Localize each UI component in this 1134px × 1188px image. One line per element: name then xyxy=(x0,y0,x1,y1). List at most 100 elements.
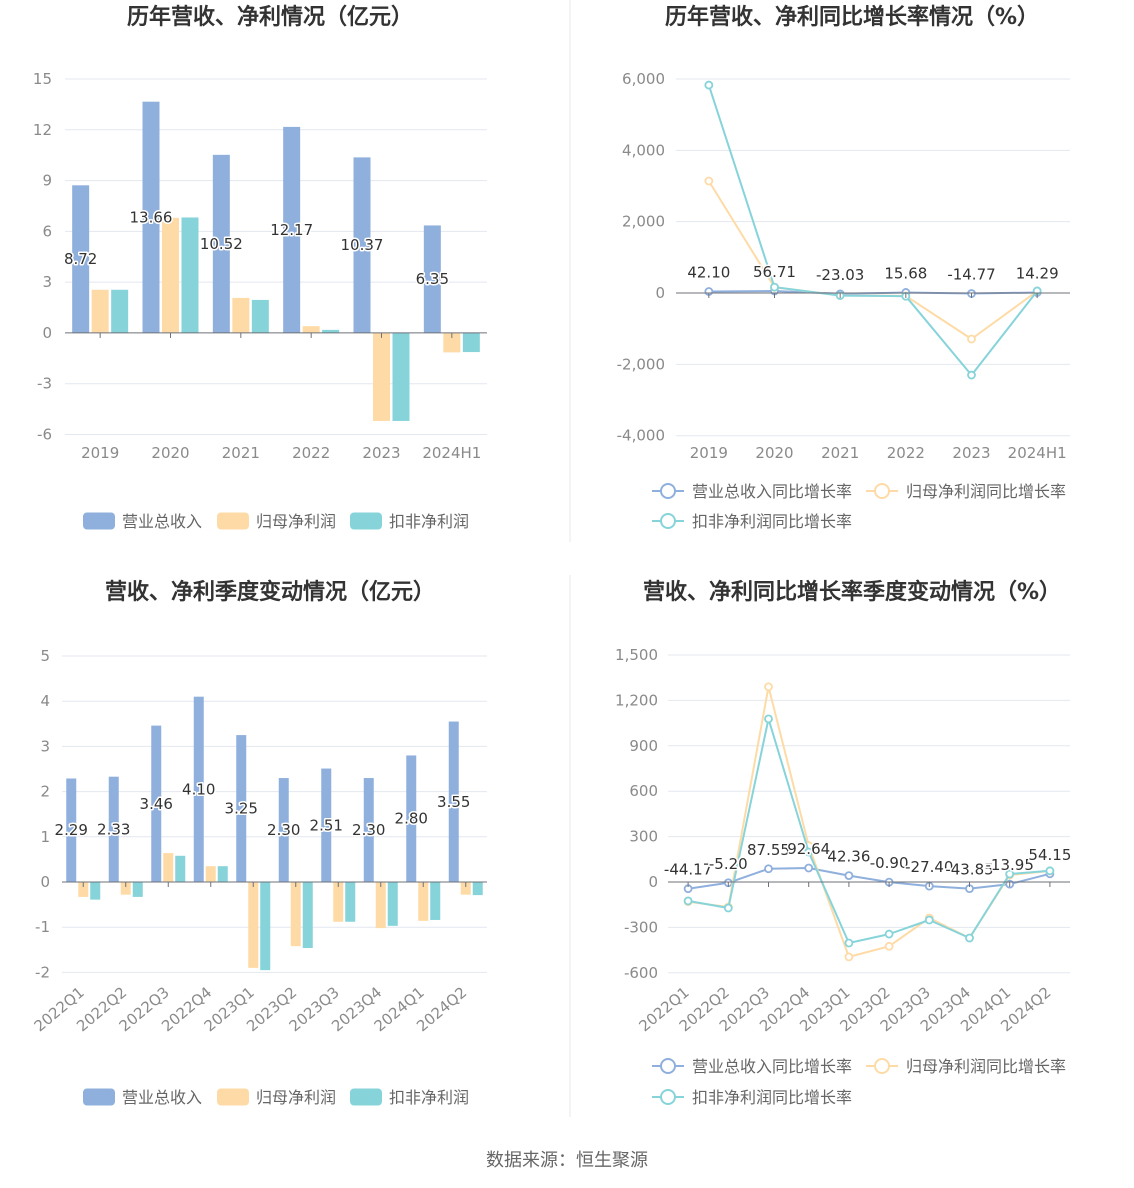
legend-swatch xyxy=(83,512,115,530)
line-parent-net-profit xyxy=(687,685,1050,958)
point-parent-net-profit xyxy=(844,952,854,962)
y-tick-label: 600 xyxy=(629,782,658,800)
data-label: 14.29 xyxy=(1016,265,1059,283)
bar-parent-net-profit xyxy=(460,882,471,895)
legend-item-revenue[interactable]: 营业总收入 xyxy=(83,1088,202,1107)
y-tick-label: 0 xyxy=(655,284,665,302)
legend-label: 扣非净利润同比增长率 xyxy=(692,512,852,531)
legend-label: 归母净利润同比增长率 xyxy=(906,482,1066,501)
y-tick-label: 1,200 xyxy=(615,691,658,709)
y-tick-label: 12 xyxy=(33,121,52,139)
data-label: 2.80 xyxy=(395,810,428,828)
bar-parent-net-profit xyxy=(373,332,390,421)
bar-parent-net-profit xyxy=(333,882,344,922)
x-tick-label: 2020 xyxy=(151,444,189,462)
point-deducted-net-profit xyxy=(804,847,814,857)
bar-parent-net-profit xyxy=(248,882,259,968)
line-deducted-net-profit xyxy=(707,84,1038,377)
data-label: -13.95 xyxy=(986,856,1034,874)
bar-revenue xyxy=(406,755,417,882)
bar-parent-net-profit xyxy=(375,882,386,929)
y-tick-label: 300 xyxy=(629,828,658,846)
legend-label: 归母净利润同比增长率 xyxy=(906,1057,1066,1076)
bar-revenue xyxy=(66,778,77,882)
bar-revenue xyxy=(151,725,162,882)
legend-item-deducted-net-profit[interactable]: 扣非净利润同比增长率 xyxy=(652,512,852,531)
data-label: 3.55 xyxy=(437,793,470,811)
bar-revenue xyxy=(283,126,301,333)
bar-parent-net-profit xyxy=(232,297,250,333)
legend-item-parent-net-profit[interactable]: 归母净利润同比增长率 xyxy=(866,482,1066,501)
y-tick-label: 1 xyxy=(40,828,50,846)
legend-item-deducted-net-profit[interactable]: 扣非净利润同比增长率 xyxy=(652,1088,852,1107)
bar-deducted-net-profit xyxy=(462,332,480,353)
y-tick-label: 2,000 xyxy=(622,213,665,231)
legend-item-parent-net-profit[interactable]: 归母净利润 xyxy=(217,512,336,531)
x-tick-label: 2024H1 xyxy=(422,444,481,462)
data-label: 4.10 xyxy=(182,780,215,798)
bar-parent-net-profit xyxy=(443,332,461,353)
legend-swatch xyxy=(217,512,249,530)
bar-revenue xyxy=(212,154,230,333)
bar-parent-net-profit xyxy=(205,866,216,882)
x-tick-label: 2021 xyxy=(222,444,260,462)
legend-swatch xyxy=(83,1088,115,1106)
legend-item-revenue[interactable]: 营业总收入同比增长率 xyxy=(652,1057,852,1076)
legend-label: 营业总收入 xyxy=(122,512,202,531)
y-tick-label: 15 xyxy=(33,70,52,88)
legend-item-revenue[interactable]: 营业总收入 xyxy=(83,512,202,531)
legend-item-revenue[interactable]: 营业总收入同比增长率 xyxy=(652,482,852,501)
legend-item-deducted-net-profit[interactable]: 扣非净利润 xyxy=(350,1088,469,1107)
point-deducted-net-profit xyxy=(965,933,974,943)
legend-item-parent-net-profit[interactable]: 归母净利润 xyxy=(217,1088,336,1107)
legend-label: 归母净利润 xyxy=(256,1088,336,1107)
legend-label: 扣非净利润同比增长率 xyxy=(692,1088,852,1107)
y-tick-label: 0 xyxy=(40,873,50,891)
y-tick-label: 3 xyxy=(42,273,52,291)
bar-parent-net-profit xyxy=(418,882,429,921)
y-tick-label: -600 xyxy=(624,964,658,982)
line-revenue xyxy=(687,867,1051,890)
y-tick-label: 4,000 xyxy=(622,141,665,159)
bar-revenue xyxy=(72,185,90,333)
point-parent-net-profit xyxy=(704,176,714,186)
bar-parent-net-profit xyxy=(163,853,174,882)
bar-deducted-net-profit xyxy=(217,866,228,882)
data-label: 10.52 xyxy=(200,235,243,253)
data-label: 56.71 xyxy=(753,263,796,281)
bar-deducted-net-profit xyxy=(345,882,356,922)
point-deducted-net-profit xyxy=(770,282,779,292)
legend-label: 扣非净利润 xyxy=(389,512,469,531)
y-tick-label: -4,000 xyxy=(617,427,665,445)
legend-label: 营业总收入同比增长率 xyxy=(692,482,852,501)
bar-deducted-net-profit xyxy=(430,882,441,920)
data-label: 42.10 xyxy=(687,264,730,282)
bar-deducted-net-profit xyxy=(387,882,398,926)
bar-deducted-net-profit xyxy=(472,882,483,896)
bar-revenue xyxy=(363,778,374,882)
legend-circle-icon xyxy=(874,1058,890,1074)
legend-item-deducted-net-profit[interactable]: 扣非净利润 xyxy=(350,512,469,531)
data-label: -44.17 xyxy=(664,861,712,879)
x-tick-label: 2022 xyxy=(887,444,925,462)
bar-parent-net-profit xyxy=(302,326,320,333)
data-label: -5.20 xyxy=(709,855,748,873)
point-deducted-net-profit xyxy=(1005,869,1015,879)
data-label: 13.66 xyxy=(130,208,173,226)
data-label: -0.90 xyxy=(870,854,909,872)
legend-circle-icon xyxy=(874,483,890,499)
point-deducted-net-profit xyxy=(884,929,894,939)
chart-4: 1,5001,2009006003000-300-6002022Q12022Q2… xyxy=(615,646,1073,1107)
x-tick-label: 2021 xyxy=(821,444,859,462)
y-tick-label: 6 xyxy=(42,222,52,240)
point-deducted-net-profit xyxy=(844,938,854,948)
bar-deducted-net-profit xyxy=(251,299,269,333)
bar-parent-net-profit xyxy=(78,882,89,897)
legend-swatch xyxy=(350,1088,382,1106)
x-tick-label: 2019 xyxy=(690,444,728,462)
bar-deducted-net-profit xyxy=(302,882,313,948)
data-label: 15.68 xyxy=(884,264,927,282)
y-tick-label: -6 xyxy=(37,426,52,444)
bar-revenue xyxy=(142,101,160,333)
legend-item-parent-net-profit[interactable]: 归母净利润同比增长率 xyxy=(866,1057,1066,1076)
